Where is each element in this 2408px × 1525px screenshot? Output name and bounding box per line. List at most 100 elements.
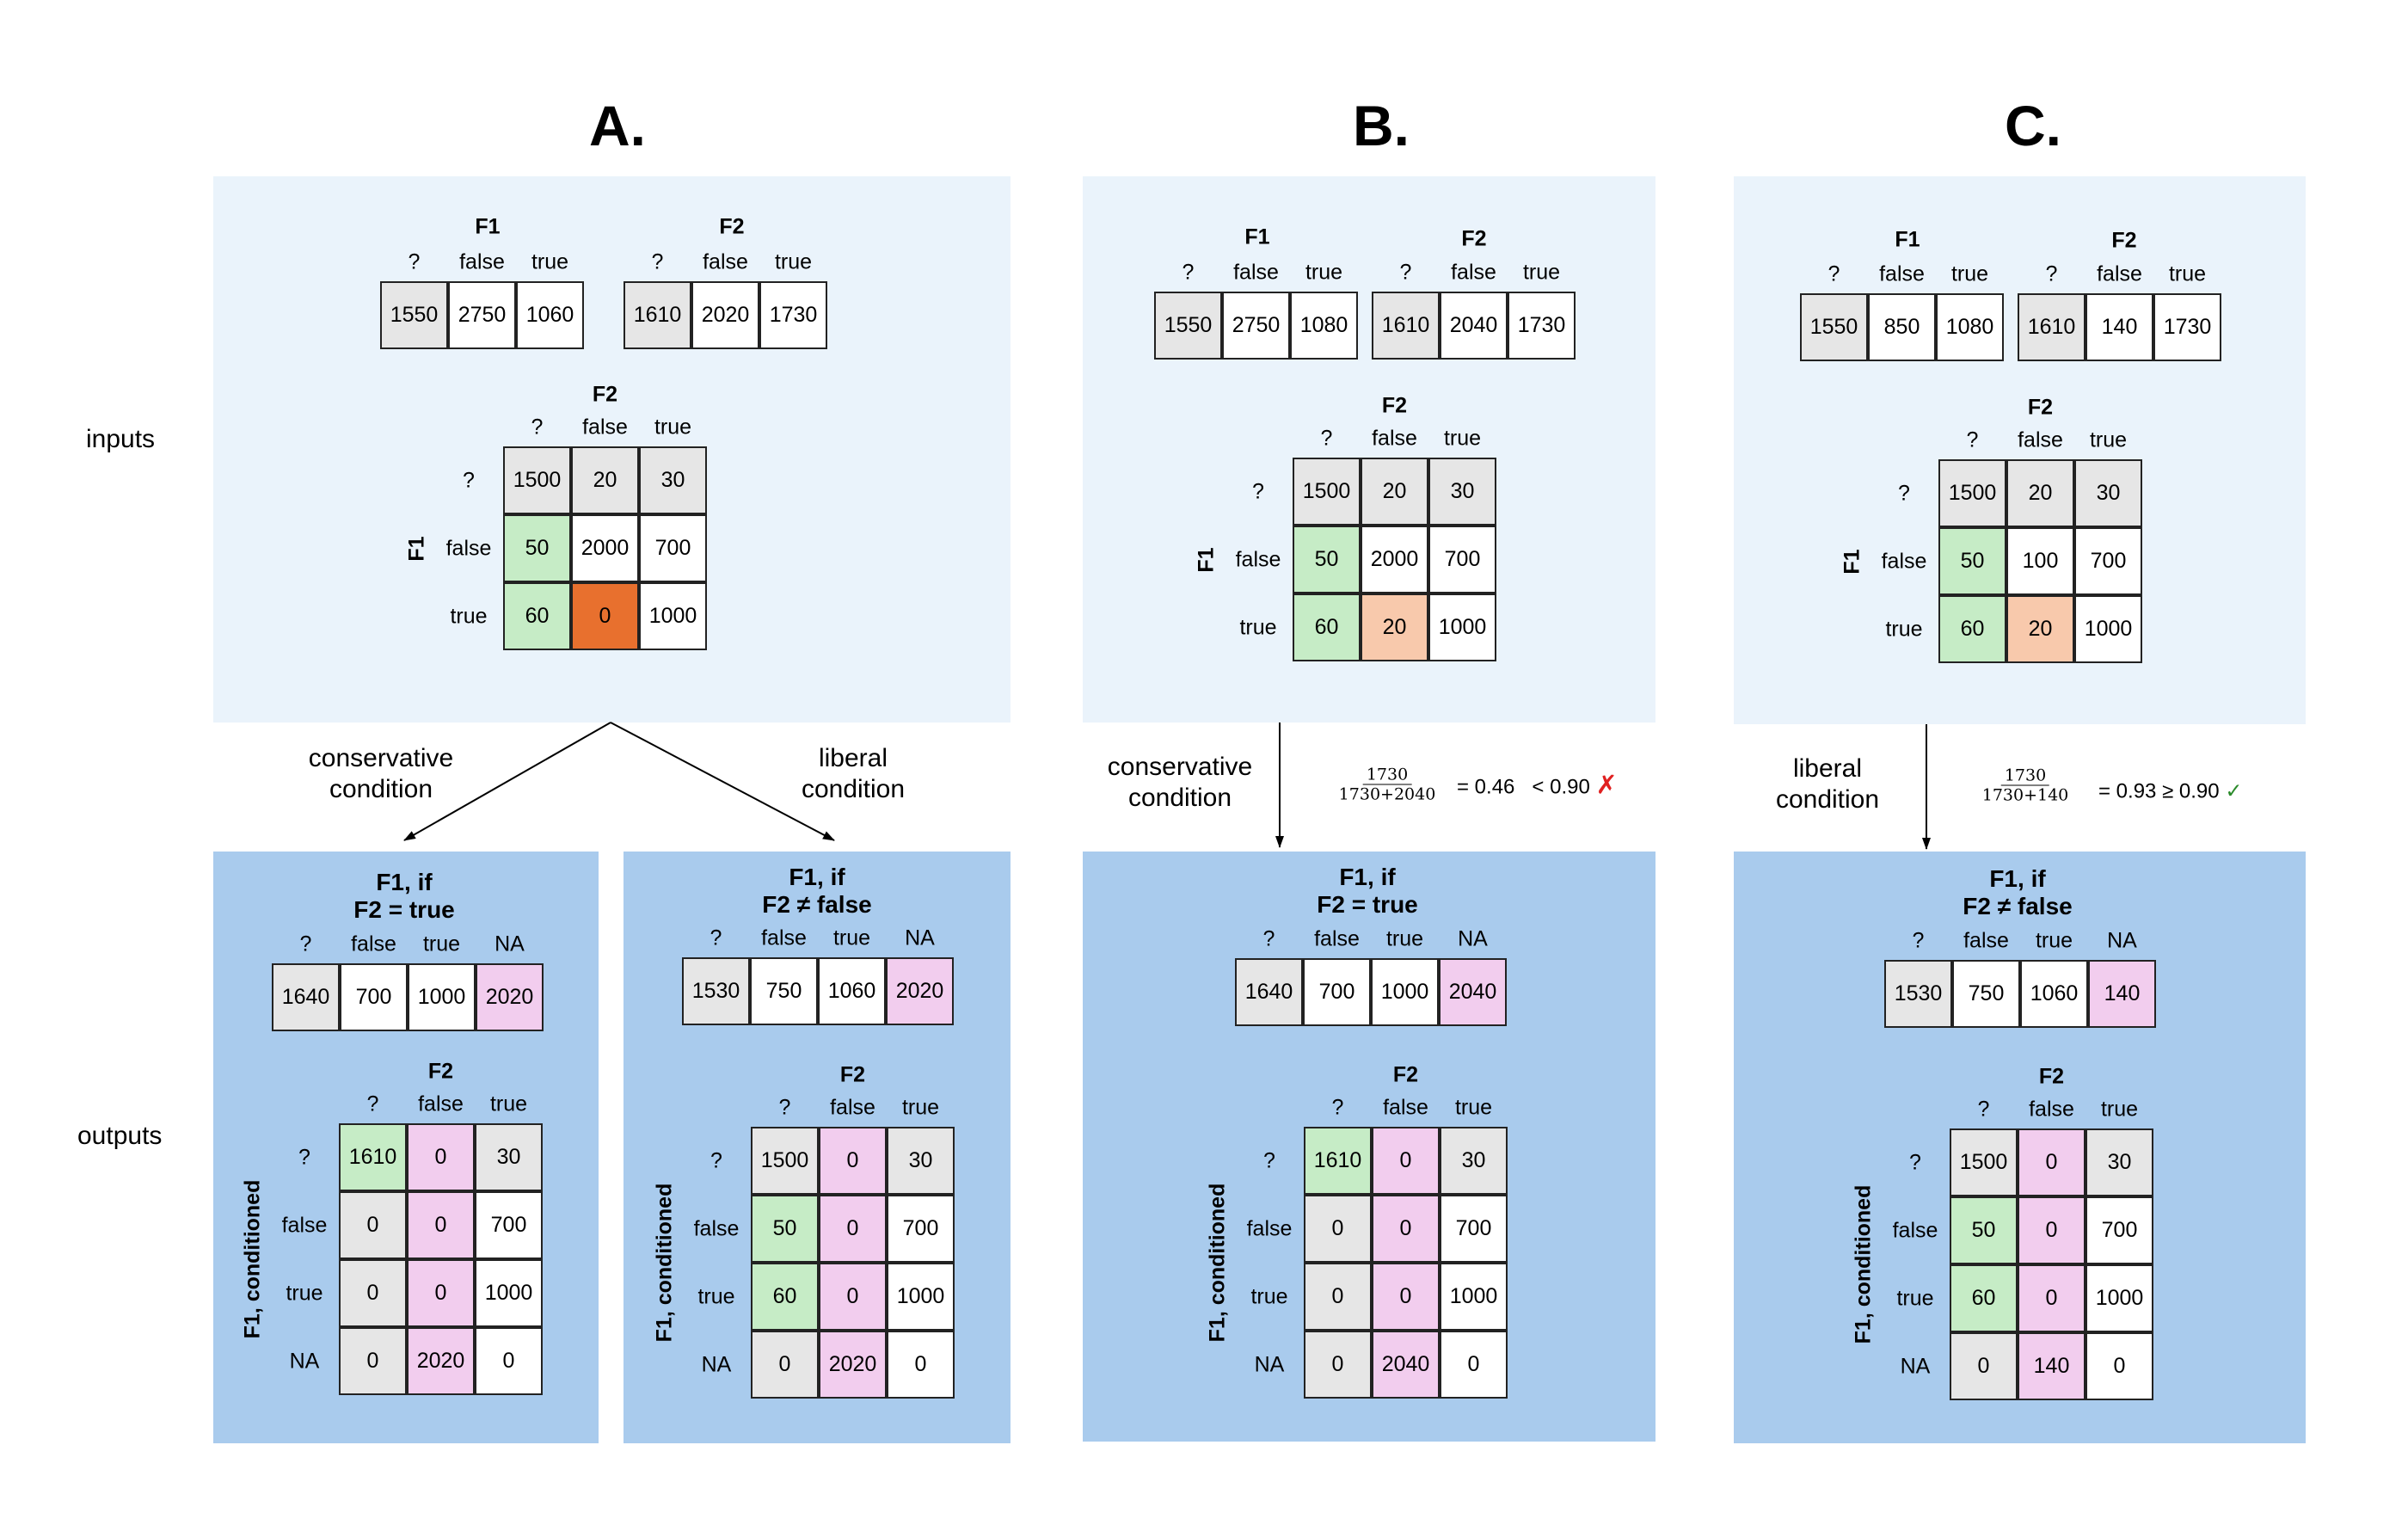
panel-b-input-cross-col-var-label: F2 [1381, 393, 1408, 418]
panel-c-input-cross-cell: 700 [2074, 527, 2142, 595]
panel-c-f2-marginal-header: false [2097, 261, 2142, 286]
panel-c-lib-title: F2 ≠ false [1963, 893, 2073, 919]
arrow-a-conservative [403, 722, 611, 841]
panel-a-cons-marginal-cell: 1000 [408, 963, 476, 1031]
panel-a-input-cross-row-header: true [450, 604, 488, 628]
panel-a-lib-cross-cell: 0 [751, 1331, 819, 1399]
panel-b-input-cross-cell: 20 [1361, 593, 1428, 661]
panel-c-lib-cross-cell: 1500 [1950, 1128, 2018, 1196]
panel-c-f1-marginal-header: ? [1828, 261, 1840, 286]
panel-title-c: C. [2005, 94, 2061, 157]
panel-c-f1-marginal-header: true [1950, 261, 1989, 286]
panel-a-input-cross-row-var-label: F1 [404, 535, 429, 562]
panel-c-lib-marginal-header: ? [1912, 928, 1925, 953]
panel-c-lib-cross-cell: 50 [1950, 1196, 2018, 1264]
panel-c-f1-marginal-header: false [1879, 261, 1925, 286]
panel-c-lib-marginal-cell: 140 [2088, 960, 2156, 1028]
panel-c-input-cross-row-var-label: F1 [1840, 548, 1864, 575]
panel-c-input-cross-cell: 20 [2006, 595, 2074, 663]
panel-a-input-cross-cell: 2000 [571, 514, 639, 582]
panel-a-lib-marginal-header: true [832, 925, 871, 950]
panel-a-cons-cross-row-header: ? [298, 1145, 310, 1169]
panel-b-f2-marginal-cell: 2040 [1440, 292, 1508, 360]
panel-b-input-cross-cell: 1500 [1293, 458, 1361, 526]
panel-a-cons-cross-cell: 0 [407, 1191, 475, 1259]
panel-c-lib-cross-col-header: true [2100, 1097, 2139, 1122]
panel-a-input-cross-col-header: false [582, 415, 628, 440]
panel-a-f1-marginal-header: true [531, 249, 569, 274]
panel-a-lib-cross-row-header: true [697, 1284, 735, 1308]
panel-a-lib-cross-row-header: ? [710, 1148, 722, 1172]
panel-a-f2-marginal-header: false [703, 249, 748, 274]
panel-c-f1-title: F1 [1895, 227, 1920, 252]
panel-b-cons-title: F1, if [1339, 864, 1396, 890]
panel-a-lib-marginal-header: NA [905, 925, 935, 950]
panel-b-f2-marginal-header: true [1522, 260, 1561, 285]
panel-c-input-cross-cell: 1000 [2074, 595, 2142, 663]
panel-c-f2-marginal-header: ? [2045, 261, 2058, 286]
panel-b-cons-marginal-header: ? [1262, 926, 1275, 951]
panel-c-f1-marginal-cell: 1550 [1800, 293, 1868, 361]
panel-a-cons-cross-cell: 700 [475, 1191, 543, 1259]
panel-a-lib-title: F2 ≠ false [762, 891, 872, 918]
panel-b-cons-cross-row-header: true [1250, 1284, 1288, 1308]
panel-c-lib-cross-col-header: false [2029, 1097, 2074, 1122]
panel-a-conservative-label: conservative condition [308, 744, 454, 803]
panel-a-lib-cross-cell: 1500 [751, 1127, 819, 1195]
panel-a-lib-cross-cell: 0 [887, 1331, 955, 1399]
panel-a-cons-cross-row-header: true [286, 1281, 323, 1305]
panel-b-f2-title: F2 [1461, 226, 1487, 251]
panel-a-input-cross-cell: 0 [571, 582, 639, 650]
panel-c-f2-marginal-cell: 1730 [2153, 293, 2221, 361]
panel-b-cons-marginal-cell: 1640 [1235, 958, 1303, 1026]
panel-c-lib-marginal-cell: 1530 [1884, 960, 1952, 1028]
panel-b-cons-marginal-cell: 2040 [1439, 958, 1507, 1026]
panel-a-lib-cross-cell: 0 [819, 1195, 887, 1263]
panel-a-lib-cross-cell: 60 [751, 1263, 819, 1331]
panel-title-b: B. [1353, 94, 1410, 157]
panel-a-liberal-label: liberal condition [801, 744, 906, 803]
panel-c-lib-cross-cell: 0 [2018, 1128, 2086, 1196]
panel-a-cons-marginal-header: ? [299, 932, 312, 956]
panel-b-cons-title: F2 = true [1317, 891, 1418, 918]
panel-title-a: A. [589, 94, 646, 157]
panel-b-cons-cross-cell: 1610 [1304, 1127, 1372, 1195]
panel-b-input-cross-row-header: false [1235, 547, 1281, 571]
panel-b-input-cross-col-header: false [1372, 426, 1417, 451]
panel-a-cons-cross-col-header: ? [366, 1091, 379, 1116]
panel-c-ratio-fraction: 1730 1730+140 [1981, 766, 2069, 805]
panel-a-input-cross-cell: 50 [503, 514, 571, 582]
panel-c-input-cross-cell: 30 [2074, 459, 2142, 527]
panel-a-lib-marginal-cell: 2020 [886, 957, 954, 1025]
panel-a-cons-cross-col-var-label: F2 [427, 1059, 454, 1084]
panel-b-input-cross-cell: 2000 [1361, 526, 1428, 593]
panel-c-lib-cross-row-var-label: F1, conditioned [1851, 1184, 1876, 1344]
panel-c-lib-cross-col-header: ? [1977, 1097, 1990, 1122]
panel-c-lib-cross-cell: 700 [2086, 1196, 2153, 1264]
panel-a-input-cross-cell: 20 [571, 446, 639, 514]
panel-c-lib-cross-col-var-label: F2 [2038, 1064, 2065, 1089]
panel-b-cons-cross-col-header: true [1454, 1095, 1493, 1120]
panel-a-cons-cross-cell: 1000 [475, 1259, 543, 1327]
panel-a-f2-marginal-cell: 2020 [691, 281, 759, 349]
panel-b-ratio-fraction: 1730 1730+2040 [1338, 765, 1436, 804]
panel-c-lib-marginal-cell: 1060 [2020, 960, 2088, 1028]
panel-c-ratio-result: = 0.93 ≥ 0.90 ✓ [2098, 779, 2243, 803]
inputs-row-label: inputs [86, 425, 156, 453]
panel-a-cons-cross-col-header: true [489, 1091, 528, 1116]
panel-a-lib-marginal-header: ? [710, 925, 722, 950]
panel-b-cons-cross-row-header: false [1246, 1216, 1293, 1240]
panel-c-lib-title: F1, if [1989, 865, 2046, 892]
panel-a-lib-cross-row-header: NA [701, 1352, 732, 1376]
panel-a-input-cross-row-header: false [445, 536, 492, 560]
arrow-a-liberal [610, 722, 835, 841]
panel-a-lib-marginal-cell: 1060 [818, 957, 886, 1025]
panel-a-lib-cross-col-header: true [901, 1095, 940, 1120]
panel-c-input-cross-cell: 50 [1938, 527, 2006, 595]
panel-c-lib-marginal-header: NA [2107, 928, 2137, 953]
panel-a-cons-marginal-cell: 2020 [476, 963, 544, 1031]
panel-b-cons-cross-col-header: ? [1331, 1095, 1344, 1120]
panel-b-input-cross-col-header: true [1443, 426, 1482, 451]
panel-b-cons-cross-cell: 0 [1304, 1263, 1372, 1331]
